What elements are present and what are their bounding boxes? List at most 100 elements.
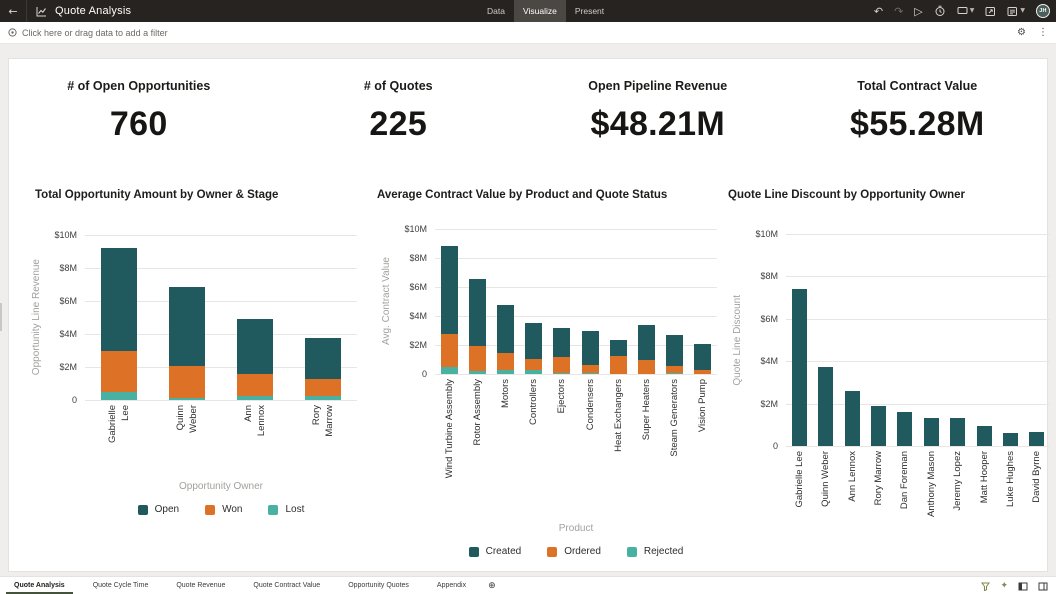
gridline [85,334,357,335]
bar-segment-open[interactable] [237,319,273,375]
bar-segment-quote-line-discount[interactable] [950,418,966,446]
scroll-indicator[interactable] [0,303,2,331]
kpi-total-contract-value[interactable]: Total Contract Value $55.28M [788,79,1048,144]
bar-segment-ordered[interactable] [638,359,656,374]
bar-segment-created[interactable] [553,327,571,358]
bar-segment-quote-line-discount[interactable] [897,412,913,446]
bar-segment-ordered[interactable] [694,370,712,374]
schedule-icon[interactable] [934,5,946,17]
legend-item-lost[interactable]: Lost [268,504,304,515]
bar-segment-quote-line-discount[interactable] [791,289,807,446]
panel-left-icon[interactable] [1018,582,1028,591]
tab-present[interactable]: Present [574,6,605,16]
bar-segment-ordered[interactable] [553,357,571,373]
bar-segment-ordered[interactable] [525,358,543,371]
bar-segment-created[interactable] [525,322,543,359]
panel-right-icon[interactable] [1038,582,1048,591]
bar-segment-created[interactable] [440,245,458,335]
add-filter-button[interactable]: Click here or drag data to add a filter [8,28,168,38]
avatar[interactable]: JH [1036,4,1050,18]
workbook-tab-quote-analysis[interactable]: Quote Analysis [0,577,79,594]
bar-segment-quote-line-discount[interactable] [844,390,860,446]
chart-quote-line-discount-by-owner[interactable]: Quote Line Discount by Opportunity Owner… [728,189,1050,541]
bar-segment-quote-line-discount[interactable] [870,405,886,446]
bar-segment-rejected[interactable] [440,367,458,374]
gear-icon[interactable]: ⚙ [1017,27,1026,38]
bar-segment-quote-line-discount[interactable] [923,418,939,446]
bar-segment-quote-line-discount[interactable] [976,425,992,446]
legend-item-created[interactable]: Created [468,546,521,557]
bar-segment-quote-line-discount[interactable] [1002,433,1018,446]
back-button[interactable]: ← [0,0,27,22]
play-icon[interactable]: ▷ [914,4,923,18]
bar-segment-won[interactable] [101,350,137,393]
workbook-tab-quote-revenue[interactable]: Quote Revenue [176,582,226,589]
export-icon[interactable] [985,6,996,17]
bar-segment-open[interactable] [101,247,137,351]
bar-segment-lost[interactable] [305,396,341,400]
bar-segment-created[interactable] [468,279,486,346]
bar-segment-quote-line-discount[interactable] [818,366,834,446]
comment-icon[interactable]: ▼ [957,6,974,16]
bar-segment-won[interactable] [237,374,273,396]
bar-segment-ordered[interactable] [609,355,627,374]
workbook-tab-quote-contract-value[interactable]: Quote Contract Value [253,582,321,589]
bar [440,229,458,374]
gridline [435,316,717,317]
bar-segment-lost[interactable] [169,397,205,400]
bar-segment-open[interactable] [305,337,341,380]
add-page-icon[interactable]: ⊕ [488,580,496,591]
funnel-icon[interactable] [981,582,991,591]
bar-segment-created[interactable] [497,305,514,353]
bar-segment-rejected[interactable] [581,373,599,374]
bar-segment-created[interactable] [694,343,712,371]
workbook-tab-opportunity-quotes[interactable]: Opportunity Quotes [348,582,409,589]
kpi-open-pipeline-revenue[interactable]: Open Pipeline Revenue $48.21M [528,79,788,144]
y-tick-label: $6M [59,296,77,306]
bar-segment-created[interactable] [666,334,684,367]
ai-sparkle-icon[interactable]: ✦ [1000,581,1008,591]
workbook-tab-appendix[interactable]: Appendix [436,582,467,589]
bar-segment-ordered[interactable] [666,366,684,374]
kpi-label: # of Open Opportunities [67,79,211,93]
y-axis-title: Quote Line Discount [731,294,743,386]
kpi-open-opportunities[interactable]: # of Open Opportunities 760 [9,79,269,144]
bar-segment-ordered[interactable] [581,365,599,374]
legend-item-open[interactable]: Open [137,504,180,515]
version-icon[interactable]: ▼ [1007,6,1025,17]
bar-segment-created[interactable] [638,325,656,360]
bar-segment-created[interactable] [581,331,599,366]
bar-segment-rejected[interactable] [666,373,684,374]
workbook-tab-quote-cycle-time[interactable]: Quote Cycle Time [92,582,149,589]
legend-item-ordered[interactable]: Ordered [547,546,601,557]
bar-segment-ordered[interactable] [440,334,458,368]
bar-segment-won[interactable] [169,366,205,398]
tab-data[interactable]: Data [487,6,505,16]
legend-item-won[interactable]: Won [205,504,242,515]
legend-label: Open [154,504,180,515]
bar-segment-open[interactable] [169,287,205,367]
tab-visualize[interactable]: Visualize [513,0,566,22]
kpi-quotes[interactable]: # of Quotes 225 [269,79,529,144]
gridline [786,318,1050,320]
bar-segment-ordered[interactable] [497,352,514,371]
bar-segment-lost[interactable] [237,395,273,400]
bar-segment-won[interactable] [305,379,341,397]
bar-segment-rejected[interactable] [553,372,571,374]
bar-segment-created[interactable] [609,339,627,356]
redo-icon[interactable]: ↷ [894,4,904,18]
bar-segment-rejected[interactable] [468,371,486,374]
app-bar: ← Quote Analysis Data Visualize Present … [0,0,1056,22]
bar-segment-lost[interactable] [101,392,137,400]
bar-segment-rejected[interactable] [525,370,543,374]
undo-icon[interactable]: ↶ [873,4,884,18]
chart-opportunity-amount-by-owner-stage[interactable]: Total Opportunity Amount by Owner & Stag… [27,189,357,515]
kebab-menu-icon[interactable]: ⋮ [1038,27,1048,38]
bar-segment-rejected[interactable] [497,370,514,374]
chart-avg-contract-value-by-product-status[interactable]: Average Contract Value by Product and Qu… [377,189,717,557]
legend-item-rejected[interactable]: Rejected [626,546,683,557]
bar-segment-quote-line-discount[interactable] [1029,432,1045,446]
bar [897,234,913,446]
bar-segment-ordered[interactable] [468,345,486,372]
x-tick-label: Wind Turbine Assembly [443,379,455,479]
